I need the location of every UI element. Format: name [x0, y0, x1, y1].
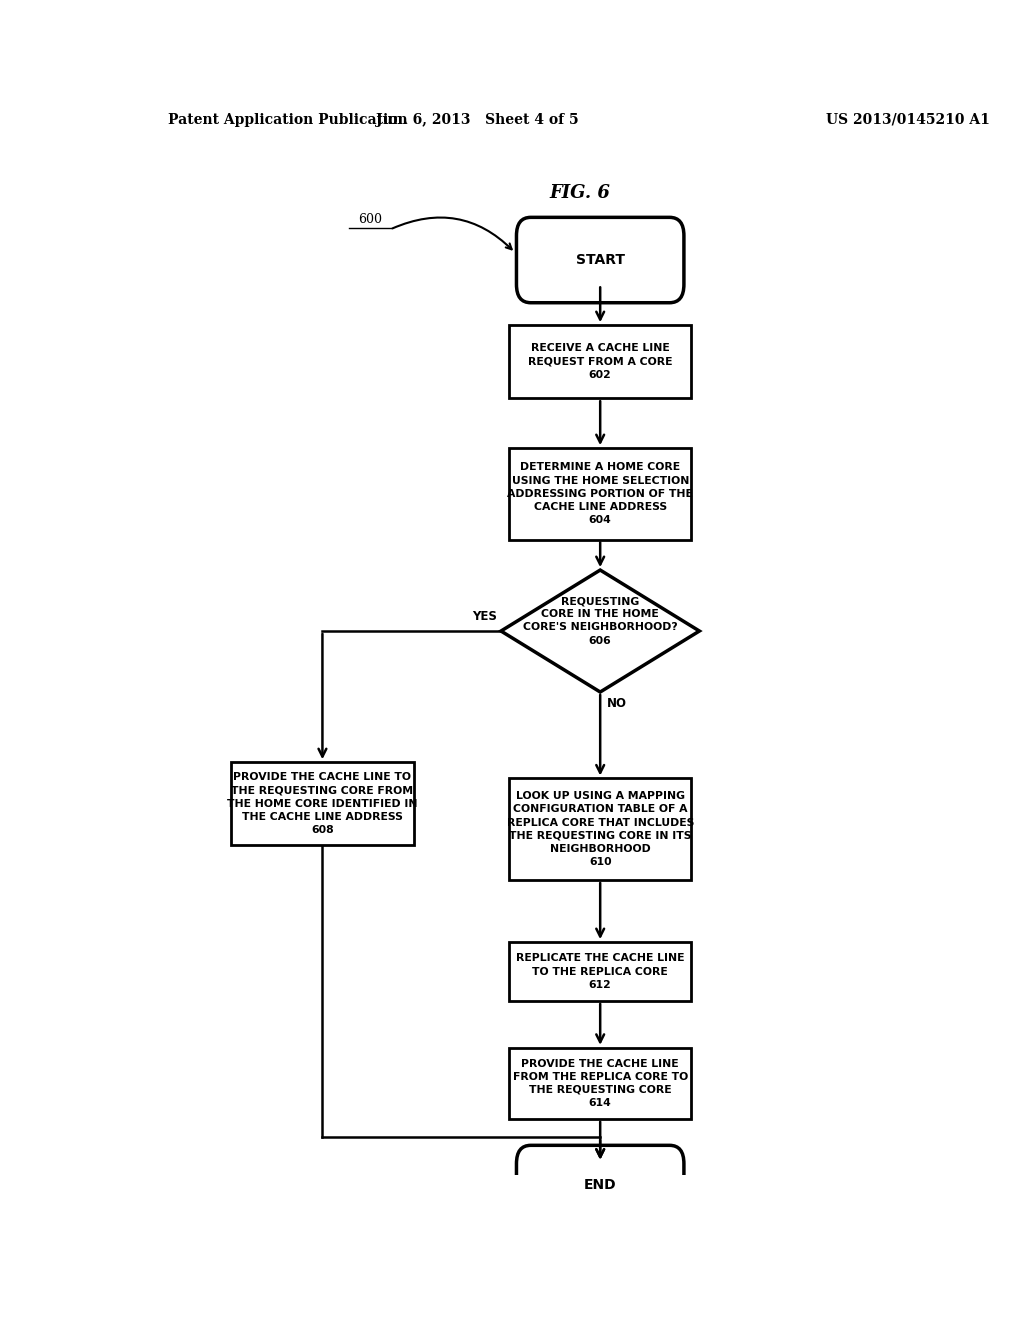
- Text: YES: YES: [472, 610, 497, 623]
- Text: US 2013/0145210 A1: US 2013/0145210 A1: [826, 112, 990, 127]
- Text: Jun. 6, 2013   Sheet 4 of 5: Jun. 6, 2013 Sheet 4 of 5: [376, 112, 579, 127]
- Text: NO: NO: [606, 697, 627, 710]
- FancyBboxPatch shape: [509, 1048, 691, 1119]
- Text: DETERMINE A HOME CORE
USING THE HOME SELECTION
ADDRESSING PORTION OF THE
CACHE L: DETERMINE A HOME CORE USING THE HOME SEL…: [507, 462, 693, 525]
- Text: LOOK UP USING A MAPPING
CONFIGURATION TABLE OF A
REPLICA CORE THAT INCLUDES
THE : LOOK UP USING A MAPPING CONFIGURATION TA…: [507, 791, 694, 867]
- Text: FIG. 6: FIG. 6: [550, 183, 610, 202]
- Text: Patent Application Publication: Patent Application Publication: [168, 112, 408, 127]
- Polygon shape: [501, 570, 699, 692]
- Text: PROVIDE THE CACHE LINE
FROM THE REPLICA CORE TO
THE REQUESTING CORE
614: PROVIDE THE CACHE LINE FROM THE REPLICA …: [513, 1059, 688, 1107]
- FancyBboxPatch shape: [516, 218, 684, 302]
- Text: RECEIVE A CACHE LINE
REQUEST FROM A CORE
602: RECEIVE A CACHE LINE REQUEST FROM A CORE…: [528, 343, 673, 380]
- Text: START: START: [575, 253, 625, 267]
- FancyBboxPatch shape: [231, 762, 414, 846]
- FancyBboxPatch shape: [516, 1146, 684, 1225]
- FancyBboxPatch shape: [509, 325, 691, 399]
- Text: REPLICATE THE CACHE LINE
TO THE REPLICA CORE
612: REPLICATE THE CACHE LINE TO THE REPLICA …: [516, 953, 684, 990]
- FancyBboxPatch shape: [509, 942, 691, 1001]
- Text: 600: 600: [358, 213, 382, 226]
- Text: REQUESTING
CORE IN THE HOME
CORE'S NEIGHBORHOOD?
606: REQUESTING CORE IN THE HOME CORE'S NEIGH…: [523, 597, 678, 645]
- Text: END: END: [584, 1177, 616, 1192]
- FancyBboxPatch shape: [509, 447, 691, 540]
- FancyBboxPatch shape: [509, 779, 691, 880]
- Text: PROVIDE THE CACHE LINE TO
THE REQUESTING CORE FROM
THE HOME CORE IDENTIFIED IN
T: PROVIDE THE CACHE LINE TO THE REQUESTING…: [227, 772, 418, 836]
